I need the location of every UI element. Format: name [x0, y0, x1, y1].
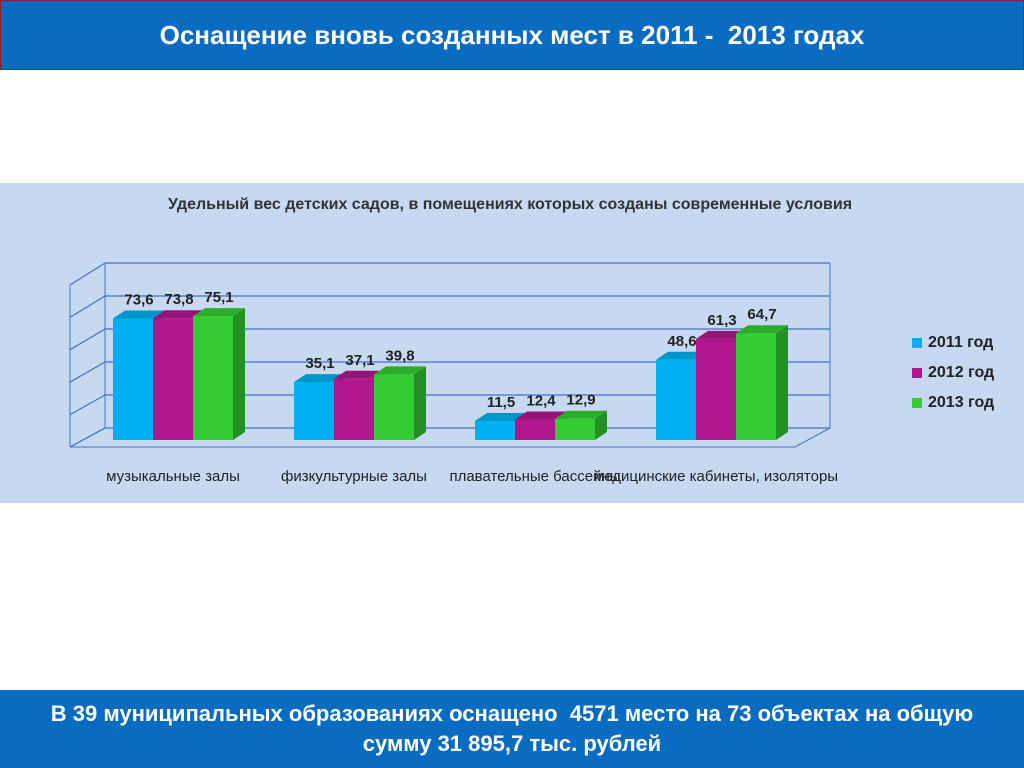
- bar: [153, 318, 193, 440]
- bar-top: [555, 410, 607, 419]
- bar: [193, 316, 233, 440]
- legend-swatch: [912, 398, 922, 408]
- bar-top: [374, 366, 426, 375]
- bar-top: [193, 308, 245, 317]
- value-label: 37,1: [345, 352, 374, 369]
- value-label: 64,7: [747, 306, 776, 323]
- bar: [696, 338, 736, 440]
- bar-top: [696, 330, 748, 339]
- value-label: 73,8: [164, 291, 193, 308]
- bar: [736, 333, 776, 440]
- bar: [334, 378, 374, 440]
- side-grid-line: [69, 328, 106, 351]
- legend-swatch: [912, 368, 922, 378]
- bar-side: [776, 325, 788, 440]
- value-label: 73,6: [124, 292, 153, 309]
- bar: [555, 418, 595, 440]
- bar: [294, 382, 334, 440]
- side-grid-line: [69, 427, 106, 448]
- bar: [515, 419, 555, 440]
- chart-title: Удельный вес детских садов, в помещениях…: [167, 196, 853, 213]
- legend-label: 2012 год: [928, 364, 994, 381]
- value-label: 35,1: [305, 355, 334, 372]
- value-label: 75,1: [204, 289, 233, 306]
- side-grid-line: [69, 394, 106, 416]
- bar-top: [334, 370, 386, 379]
- bar-top: [153, 310, 205, 319]
- bar: [374, 374, 414, 440]
- legend-label: 2011 год: [928, 334, 993, 351]
- bar-top: [475, 413, 527, 422]
- bar: [113, 318, 153, 440]
- legend-swatch: [912, 338, 922, 348]
- bar-top: [294, 374, 346, 383]
- side-grid-line: [69, 361, 106, 383]
- bar-side: [414, 366, 426, 440]
- bar: [656, 359, 696, 440]
- value-label: 48,6: [667, 333, 696, 350]
- bar-top: [656, 351, 708, 360]
- side-grid-line: [69, 262, 106, 286]
- bar-top: [113, 310, 165, 319]
- bar-side: [595, 410, 607, 440]
- legend-label: 2013 год: [928, 394, 994, 411]
- bar: [475, 421, 515, 440]
- bar-side: [233, 308, 245, 440]
- bar-top: [515, 411, 567, 420]
- summary-text: В 39 муниципальных образованиях оснащено…: [0, 690, 1024, 768]
- side-grid-line: [69, 295, 106, 318]
- value-label: 11,5: [487, 394, 515, 411]
- x-tick-label: медицинские кабинеты, изоляторы: [594, 468, 838, 485]
- value-label: 61,3: [707, 312, 736, 329]
- value-label: 39,8: [385, 347, 414, 364]
- x-tick-label: физкультурные залы: [281, 468, 427, 485]
- x-tick-label: музыкальные залы: [106, 468, 240, 485]
- slide-title: Оснащение вновь созданных мест в 2011 - …: [0, 0, 1024, 70]
- value-label: 12,4: [526, 393, 556, 410]
- bar-top: [736, 325, 788, 334]
- value-label: 12,9: [566, 392, 595, 409]
- x-tick-label: плавательные бассейны: [449, 468, 620, 485]
